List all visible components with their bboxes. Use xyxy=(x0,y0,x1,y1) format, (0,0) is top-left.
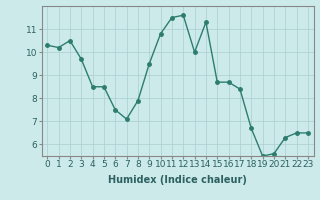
X-axis label: Humidex (Indice chaleur): Humidex (Indice chaleur) xyxy=(108,175,247,185)
